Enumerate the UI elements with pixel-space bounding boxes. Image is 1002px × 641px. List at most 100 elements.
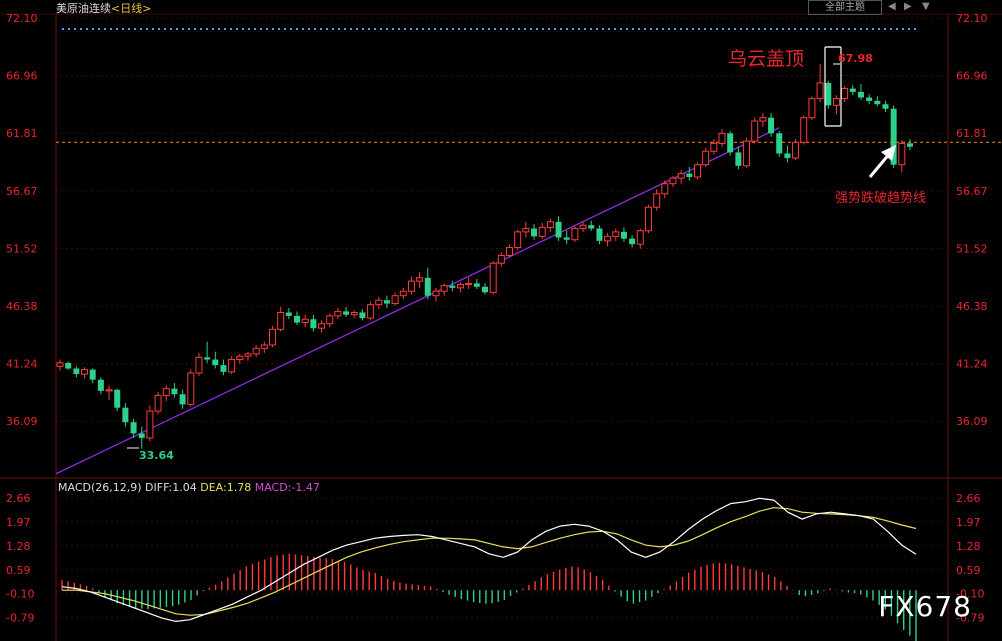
candle-body-up <box>228 359 236 373</box>
dotted-marker <box>182 28 184 30</box>
price-grid <box>56 17 1002 422</box>
candle-body-up <box>514 231 522 249</box>
candle-body-up <box>743 140 751 167</box>
dotted-marker <box>548 28 550 30</box>
dotted-marker <box>500 28 502 30</box>
dotted-marker <box>128 28 130 30</box>
candle-body-down <box>735 152 742 166</box>
dotted-marker <box>134 28 136 30</box>
dotted-marker <box>266 28 268 30</box>
candle-body-down <box>907 143 913 147</box>
chevron-right-icon[interactable]: ▶ <box>904 1 912 12</box>
candle-body-up <box>277 312 285 330</box>
candle-body-up <box>269 328 276 346</box>
dotted-marker <box>788 28 790 30</box>
dotted-marker <box>854 28 856 30</box>
dotted-marker <box>110 28 112 30</box>
dotted-marker <box>308 28 310 30</box>
candle-body-down <box>65 362 72 369</box>
dotted-marker <box>782 28 784 30</box>
dotted-marker <box>470 28 472 30</box>
chevron-down-icon[interactable]: ▼ <box>922 1 930 12</box>
candle-body-down <box>555 221 562 238</box>
price-tick-label-left: 72.10 <box>6 12 38 25</box>
dotted-marker <box>290 28 292 30</box>
dotted-marker <box>338 28 340 30</box>
dotted-marker <box>908 28 910 30</box>
dotted-marker <box>590 28 592 30</box>
dotted-marker <box>536 28 538 30</box>
price-tick-label-left: 46.38 <box>6 300 38 313</box>
candle-body-down <box>171 388 178 395</box>
dotted-marker <box>236 28 238 30</box>
dotted-marker <box>818 28 820 30</box>
chevron-left-icon[interactable]: ◀ <box>888 1 896 12</box>
price-tick-label-left: 36.09 <box>6 415 38 428</box>
candle-body-up <box>841 88 849 100</box>
dotted-marker <box>206 28 208 30</box>
dotted-marker <box>230 28 232 30</box>
candle-body-down <box>204 357 211 360</box>
instrument-title[interactable]: 美原油连续 <box>56 2 111 15</box>
dotted-marker <box>104 28 106 30</box>
candle-body-up <box>497 254 505 264</box>
candle-body-down <box>686 173 693 178</box>
low-price-label: 33.64 <box>139 449 174 462</box>
dotted-marker <box>614 28 616 30</box>
candle-body-up <box>154 394 162 412</box>
candle-body-down <box>212 359 219 366</box>
dotted-marker <box>428 28 430 30</box>
dotted-marker <box>350 28 352 30</box>
candle-body-down <box>596 228 603 241</box>
dotted-marker <box>200 28 202 30</box>
dotted-marker <box>884 28 886 30</box>
price-axis: 72.10 72.10 66.96 66.96 61.81 61.81 56.67 56.67… <box>6 12 988 428</box>
dotted-marker <box>776 28 778 30</box>
candle-body-down <box>383 300 390 304</box>
dotted-marker <box>734 28 736 30</box>
candle-body-up <box>644 206 652 232</box>
dotted-marker <box>632 28 634 30</box>
dotted-marker <box>386 28 388 30</box>
dotted-marker <box>296 28 298 30</box>
candle-body-up <box>146 410 154 439</box>
dotted-marker <box>878 28 880 30</box>
dotted-marker <box>902 28 904 30</box>
candle-body-down <box>866 97 873 101</box>
candle-body-up <box>546 221 554 228</box>
dotted-marker <box>518 28 520 30</box>
dotted-marker <box>890 28 892 30</box>
macd-params: MACD(26,12,9) <box>58 481 142 494</box>
macd-tick-label-left: -0.10 <box>6 588 34 601</box>
dotted-marker <box>764 28 766 30</box>
dotted-marker <box>584 28 586 30</box>
dotted-marker <box>692 28 694 30</box>
price-tick-label-right: 61.81 <box>956 127 988 140</box>
dotted-marker <box>416 28 418 30</box>
theme-selector-button[interactable]: 全部主题 <box>808 0 882 15</box>
period-label[interactable]: <日线> <box>111 2 152 15</box>
candle-body-down <box>874 100 881 105</box>
candle-body-down <box>179 394 186 405</box>
dotted-marker <box>794 28 796 30</box>
dotted-marker <box>326 28 328 30</box>
dotted-marker <box>572 28 574 30</box>
dotted-marker <box>800 28 802 30</box>
dotted-marker <box>626 28 628 30</box>
candle-body-down <box>89 369 96 380</box>
dotted-marker <box>896 28 898 30</box>
candle-body-down <box>73 368 80 375</box>
support-trendline <box>55 127 780 475</box>
candle-body-down <box>130 422 137 434</box>
macd-tick-label-left: 1.28 <box>6 540 31 553</box>
dotted-marker <box>362 28 364 30</box>
candle-body-down <box>890 108 897 165</box>
dotted-marker <box>836 28 838 30</box>
dotted-marker <box>368 28 370 30</box>
dotted-marker <box>566 28 568 30</box>
dotted-marker <box>770 28 772 30</box>
candle-body-up <box>399 290 407 297</box>
dotted-marker <box>464 28 466 30</box>
candle-body-up <box>301 318 309 324</box>
dotted-marker <box>728 28 730 30</box>
